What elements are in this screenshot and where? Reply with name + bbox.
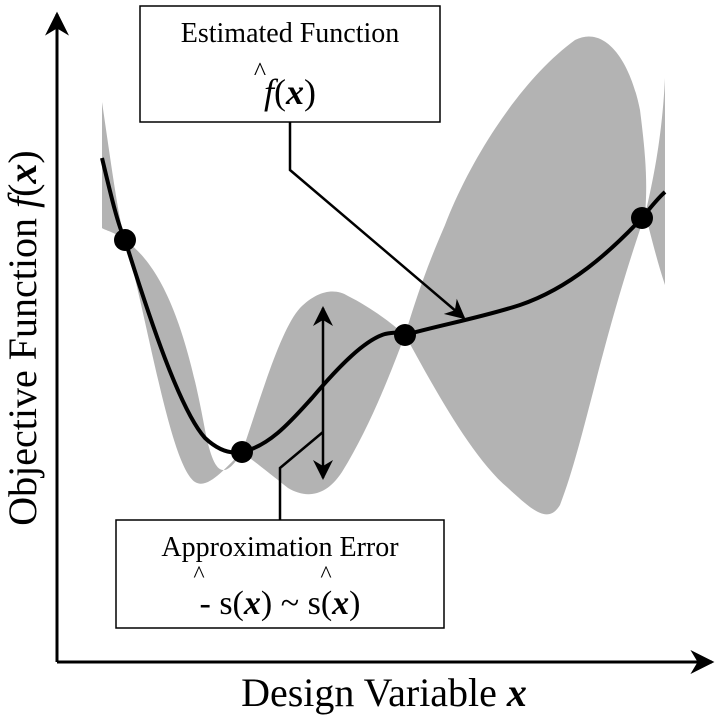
estimated-function-title: Estimated Function — [181, 18, 400, 49]
estimated-function-var: x — [285, 72, 304, 112]
uncertainty-band — [102, 36, 665, 515]
x-axis-label-var: x — [506, 670, 527, 715]
y-axis-label-paren-open: ( — [0, 184, 45, 197]
sample-point — [394, 324, 416, 346]
estimated-leader-line — [288, 122, 466, 320]
estimated-function-box — [139, 5, 441, 123]
y-axis-label-paren-close: ) — [0, 150, 45, 163]
error-var2: x — [331, 585, 349, 622]
error-leader-line — [278, 431, 324, 520]
approximation-error-box — [115, 519, 445, 629]
y-axis-label-var: x — [0, 164, 45, 185]
error-s1: s — [219, 585, 232, 622]
sample-point — [114, 229, 136, 251]
x-axis-label: Design Variable x — [241, 670, 527, 715]
approximation-error-formula: - s(x) ~ s(x) — [199, 585, 360, 622]
estimated-function-curve — [100, 157, 667, 455]
estimated-function-hat: ^ — [254, 57, 266, 86]
error-var1: x — [243, 585, 261, 622]
estimated-function-formula: f(x) — [264, 72, 316, 112]
y-axis-label-text: Objective Function — [0, 208, 45, 526]
error-hat-1: ^ — [193, 562, 204, 588]
error-tilde: ~ — [281, 585, 299, 622]
error-s2: s — [308, 585, 321, 622]
sample-point — [631, 207, 653, 229]
x-axis-label-text: Design Variable — [241, 670, 507, 715]
error-minus: - — [199, 585, 210, 622]
y-axis-label: Objective Function f(x) — [0, 150, 45, 526]
sample-point — [231, 441, 253, 463]
approximation-error-title: Approximation Error — [161, 532, 399, 563]
error-hat-2: ^ — [320, 562, 331, 588]
